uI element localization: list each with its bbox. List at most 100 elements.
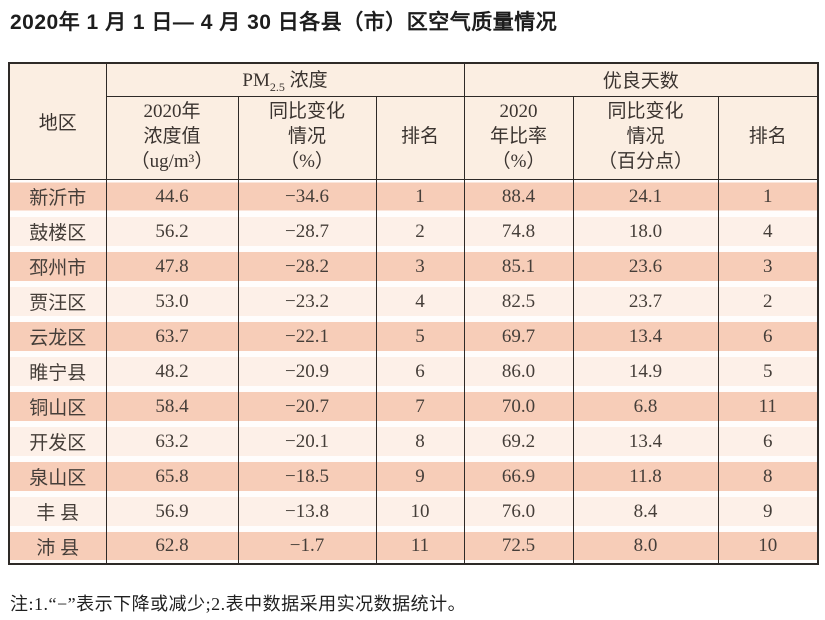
table-row: 沛 县 62.8 −1.7 11 72.5 8.0 10 bbox=[8, 529, 819, 564]
region-cell: 开发区 bbox=[8, 424, 107, 459]
region-cell: 云龙区 bbox=[8, 319, 107, 354]
pm-change-cell: −28.7 bbox=[237, 214, 377, 249]
days-rate-cell: 88.4 bbox=[463, 179, 574, 214]
header-pm-value: 2020年 浓度值 （ug/m³） bbox=[105, 96, 239, 180]
days-change-cell: 8.0 bbox=[572, 529, 719, 564]
pm-value-cell: 63.7 bbox=[105, 319, 239, 354]
pm-rank-cell: 9 bbox=[375, 459, 465, 494]
days-rate-cell: 66.9 bbox=[463, 459, 574, 494]
table-row: 邳州市 47.8 −28.2 3 85.1 23.6 3 bbox=[8, 249, 819, 284]
pm-value-cell: 65.8 bbox=[105, 459, 239, 494]
table-row: 开发区 63.2 −20.1 8 69.2 13.4 6 bbox=[8, 424, 819, 459]
pm-label-subscript: 2.5 bbox=[269, 79, 285, 94]
header-group-row: 地区 PM2.5 浓度 优良天数 bbox=[8, 63, 819, 180]
pm-change-cell: −20.1 bbox=[237, 424, 377, 459]
days-rate-cell: 82.5 bbox=[463, 284, 574, 319]
pm-rank-cell: 8 bbox=[375, 424, 465, 459]
pm-value-cell: 47.8 bbox=[105, 249, 239, 284]
table-row: 丰 县 56.9 −13.8 10 76.0 8.4 9 bbox=[8, 494, 819, 529]
pm-rank-cell: 2 bbox=[375, 214, 465, 249]
header-sub-row: 2020年 浓度值 （ug/m³） 同比变化 情况 （%） 排名 2020 年比… bbox=[9, 96, 819, 180]
pm-rank-cell: 4 bbox=[375, 284, 465, 319]
table-row: 鼓楼区 56.2 −28.7 2 74.8 18.0 4 bbox=[8, 214, 819, 249]
pm-change-cell: −28.2 bbox=[237, 249, 377, 284]
pm-rank-cell: 6 bbox=[375, 354, 465, 389]
header-region: 地区 bbox=[8, 63, 107, 180]
days-rank-cell: 6 bbox=[717, 319, 819, 354]
header-pm-change: 同比变化 情况 （%） bbox=[237, 96, 377, 180]
pm-change-cell: −20.7 bbox=[237, 389, 377, 424]
pm-label-rest: 浓度 bbox=[284, 69, 328, 91]
pm-value-cell: 56.2 bbox=[105, 214, 239, 249]
pm-value-cell: 63.2 bbox=[105, 424, 239, 459]
pm-value-cell: 44.6 bbox=[105, 179, 239, 214]
region-cell: 铜山区 bbox=[8, 389, 107, 424]
days-rate-cell: 74.8 bbox=[463, 214, 574, 249]
days-rank-cell: 5 bbox=[717, 354, 819, 389]
pm-change-cell: −22.1 bbox=[237, 319, 377, 354]
days-rate-cell: 69.2 bbox=[463, 424, 574, 459]
header-days-rank: 排名 bbox=[717, 96, 819, 180]
header-pm-group: PM2.5 浓度 bbox=[105, 63, 465, 97]
table-row: 贾汪区 53.0 −23.2 4 82.5 23.7 2 bbox=[8, 284, 819, 319]
header-days-rate: 2020 年比率 （%） bbox=[463, 96, 574, 180]
table-row: 铜山区 58.4 −20.7 7 70.0 6.8 11 bbox=[8, 389, 819, 424]
region-cell: 沛 县 bbox=[8, 529, 107, 564]
pm-change-cell: −13.8 bbox=[237, 494, 377, 529]
region-cell: 邳州市 bbox=[8, 249, 107, 284]
days-change-cell: 13.4 bbox=[572, 319, 719, 354]
region-cell: 睢宁县 bbox=[8, 354, 107, 389]
pm-change-cell: −23.2 bbox=[237, 284, 377, 319]
table-header: 地区 PM2.5 浓度 优良天数 2020年 浓度值 （ug/m³） 同比变化 … bbox=[8, 63, 819, 180]
region-cell: 鼓楼区 bbox=[8, 214, 107, 249]
days-rate-cell: 69.7 bbox=[463, 319, 574, 354]
days-change-cell: 18.0 bbox=[572, 214, 719, 249]
pm-rank-cell: 1 bbox=[375, 179, 465, 214]
region-cell: 丰 县 bbox=[8, 494, 107, 529]
days-rate-cell: 76.0 bbox=[463, 494, 574, 529]
days-rate-cell: 70.0 bbox=[463, 389, 574, 424]
pm-label-base: PM bbox=[242, 69, 270, 91]
pm-rank-cell: 10 bbox=[375, 494, 465, 529]
days-change-cell: 11.8 bbox=[572, 459, 719, 494]
pm-rank-cell: 11 bbox=[375, 529, 465, 564]
pm-value-cell: 53.0 bbox=[105, 284, 239, 319]
days-rank-cell: 2 bbox=[717, 284, 819, 319]
days-change-cell: 14.9 bbox=[572, 354, 719, 389]
days-change-cell: 6.8 bbox=[572, 389, 719, 424]
table-row: 睢宁县 48.2 −20.9 6 86.0 14.9 5 bbox=[8, 354, 819, 389]
days-change-cell: 13.4 bbox=[572, 424, 719, 459]
table-row: 新沂市 44.6 −34.6 1 88.4 24.1 1 bbox=[8, 179, 819, 214]
pm-change-cell: −20.9 bbox=[237, 354, 377, 389]
pm-value-cell: 56.9 bbox=[105, 494, 239, 529]
page-title: 2020年 1 月 1 日— 4 月 30 日各县（市）区空气质量情况 bbox=[10, 11, 558, 34]
pm-rank-cell: 3 bbox=[375, 249, 465, 284]
pm-rank-cell: 5 bbox=[375, 319, 465, 354]
pm-value-cell: 58.4 bbox=[105, 389, 239, 424]
days-change-cell: 23.7 bbox=[572, 284, 719, 319]
pm-change-cell: −34.6 bbox=[237, 179, 377, 214]
days-change-cell: 24.1 bbox=[572, 179, 719, 214]
days-rank-cell: 9 bbox=[717, 494, 819, 529]
region-cell: 泉山区 bbox=[8, 459, 107, 494]
pm-change-cell: −1.7 bbox=[237, 529, 377, 564]
header-days-change: 同比变化 情况 （百分点） bbox=[572, 96, 719, 180]
table-row: 泉山区 65.8 −18.5 9 66.9 11.8 8 bbox=[8, 459, 819, 494]
region-cell: 新沂市 bbox=[8, 179, 107, 214]
pm-value-cell: 48.2 bbox=[105, 354, 239, 389]
days-rank-cell: 6 bbox=[717, 424, 819, 459]
days-rate-cell: 85.1 bbox=[463, 249, 574, 284]
days-rank-cell: 3 bbox=[717, 249, 819, 284]
header-days-group: 优良天数 bbox=[463, 63, 819, 97]
header-pm-rank: 排名 bbox=[375, 96, 465, 180]
days-rank-cell: 8 bbox=[717, 459, 819, 494]
air-quality-table: 地区 PM2.5 浓度 优良天数 2020年 浓度值 （ug/m³） 同比变化 … bbox=[8, 62, 820, 565]
days-change-cell: 23.6 bbox=[572, 249, 719, 284]
pm-value-cell: 62.8 bbox=[105, 529, 239, 564]
days-rate-cell: 72.5 bbox=[463, 529, 574, 564]
table-row: 云龙区 63.7 −22.1 5 69.7 13.4 6 bbox=[8, 319, 819, 354]
footnote: 注:1.“−”表示下降或减少;2.表中数据采用实况数据统计。 bbox=[10, 594, 467, 614]
days-change-cell: 8.4 bbox=[572, 494, 719, 529]
days-rate-cell: 86.0 bbox=[463, 354, 574, 389]
